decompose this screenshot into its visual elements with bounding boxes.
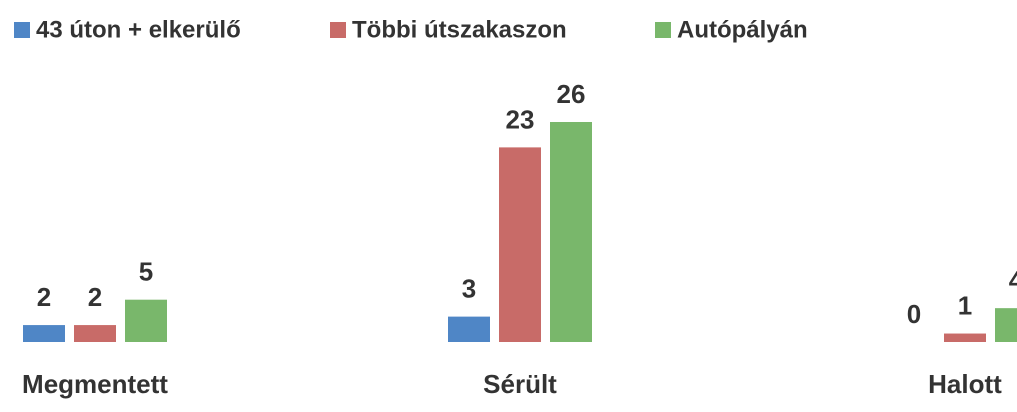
bar: [499, 147, 541, 342]
legend-swatch: [655, 22, 671, 38]
legend-label: Többi útszakaszon: [352, 16, 567, 43]
data-label: 0: [907, 299, 921, 329]
x-tick-label: Sérült: [483, 369, 557, 399]
legend-label: 43 úton + elkerülő: [36, 16, 241, 43]
bar: [23, 325, 65, 342]
x-tick-label: Halott: [928, 369, 1002, 399]
bar: [944, 333, 986, 342]
bar: [995, 308, 1017, 342]
x-tick-label: Megmentett: [22, 369, 168, 399]
bar: [74, 325, 116, 342]
data-label: 23: [506, 104, 535, 134]
data-label: 26: [557, 79, 586, 109]
legend-swatch: [330, 22, 346, 38]
data-label: 1: [958, 290, 972, 320]
legend-swatch: [14, 22, 30, 38]
data-label: 5: [139, 257, 153, 287]
data-label: 3: [462, 273, 476, 303]
data-label: 4: [1009, 265, 1017, 295]
data-label: 2: [37, 282, 51, 312]
bar: [125, 299, 167, 342]
bar: [448, 316, 490, 342]
data-label: 2: [88, 282, 102, 312]
legend-label: Autópályán: [677, 16, 808, 43]
bar: [550, 122, 592, 342]
